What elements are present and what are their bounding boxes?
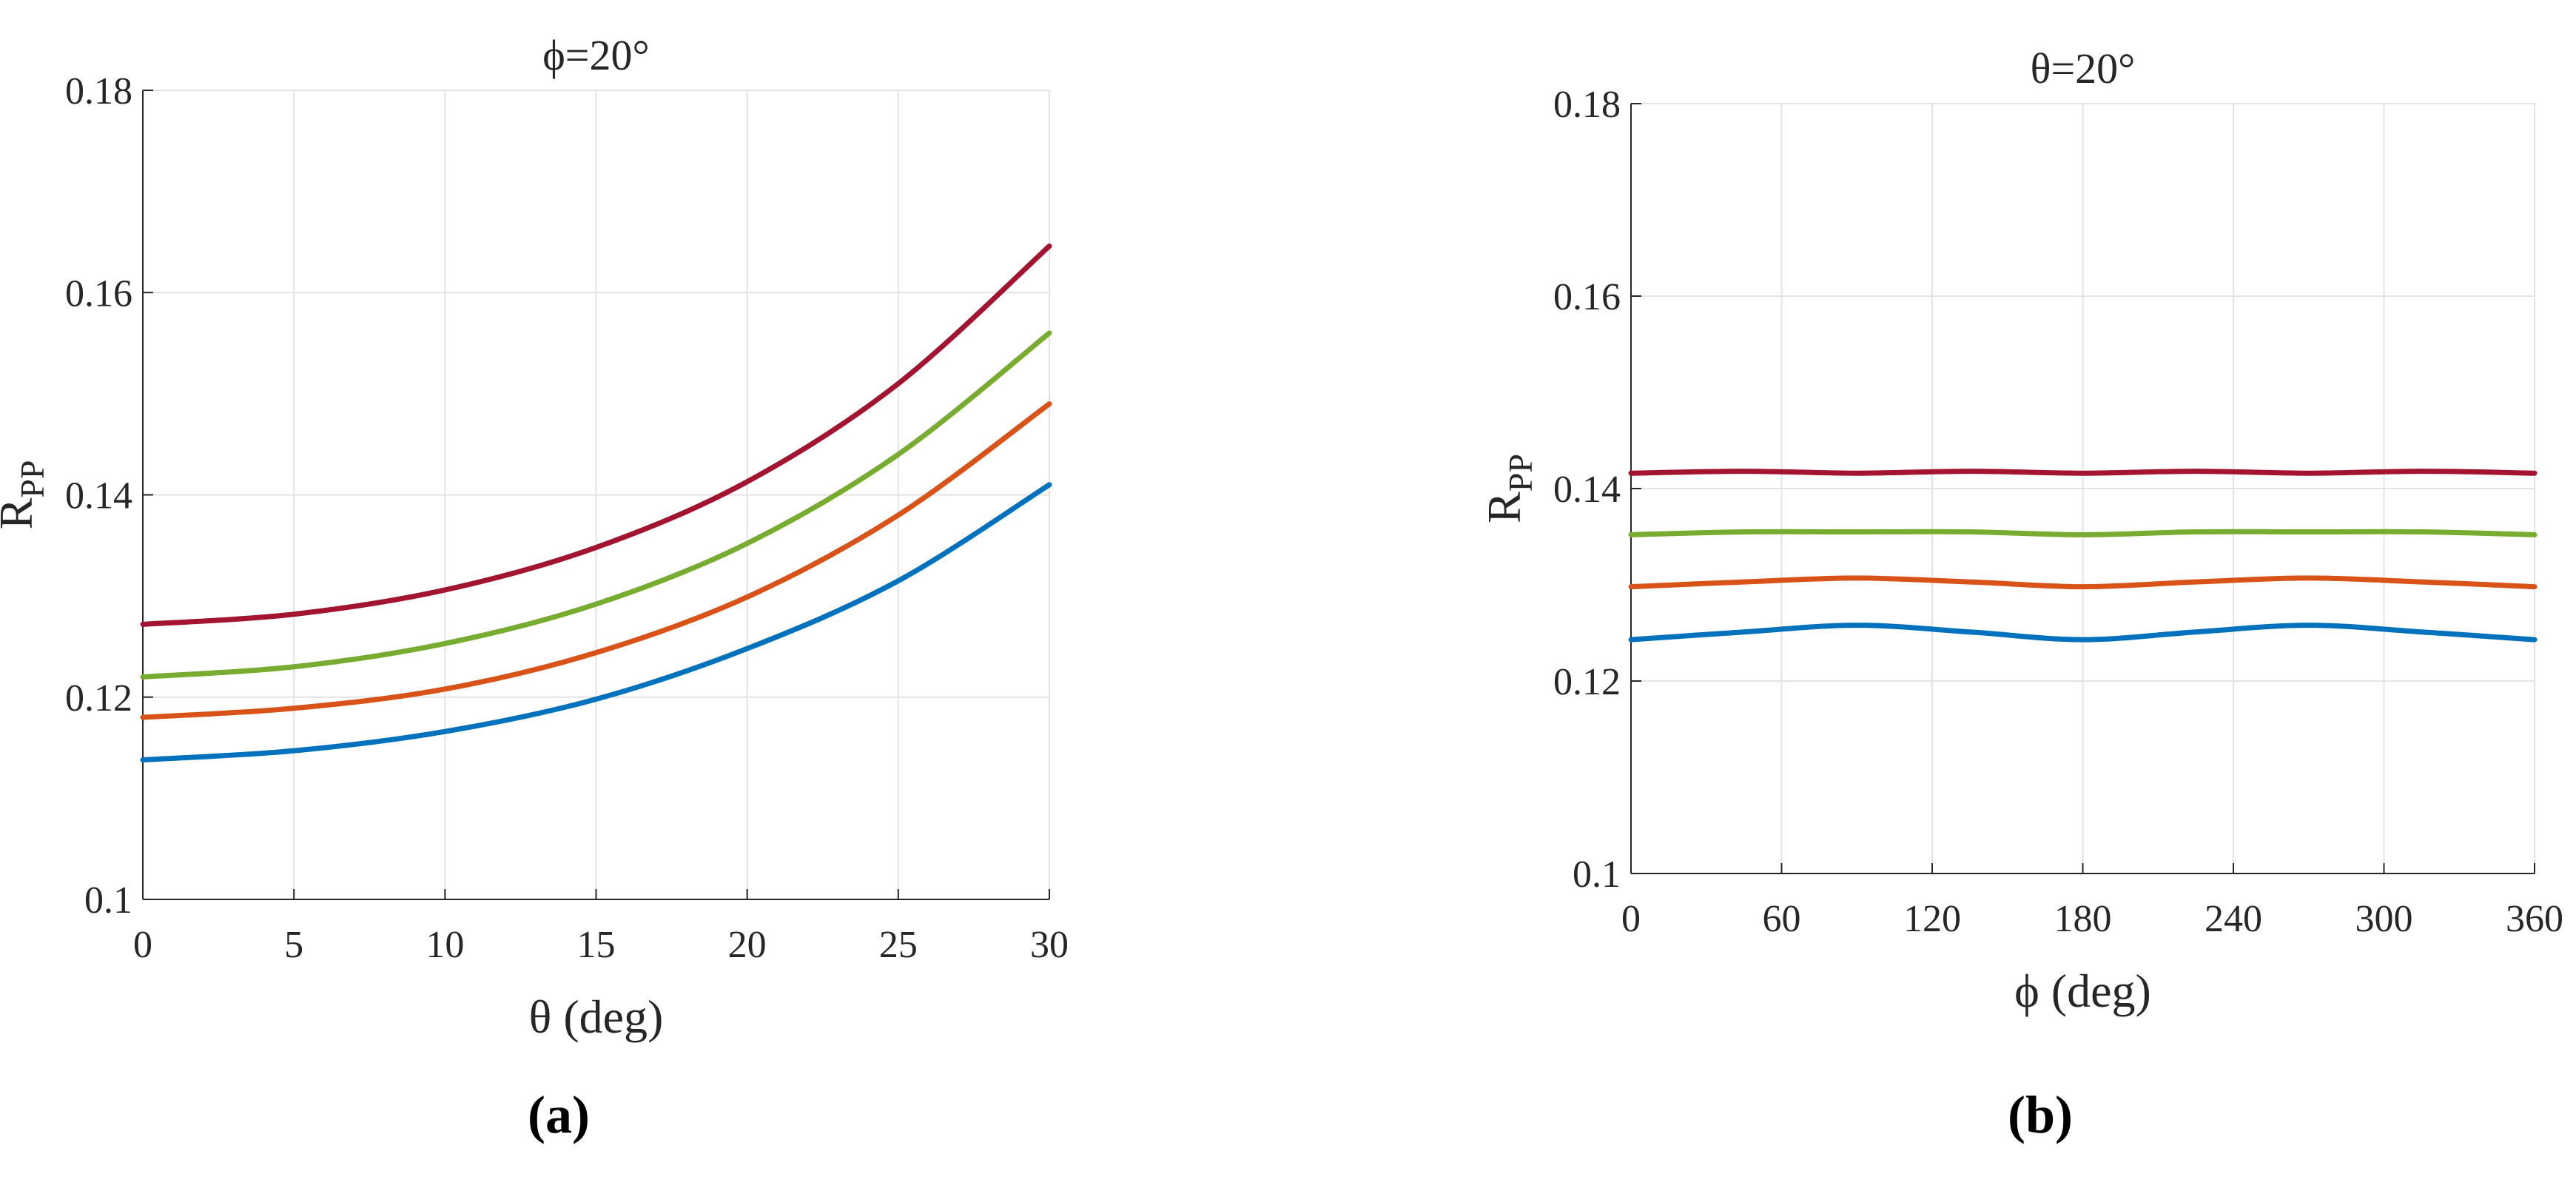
y-axis-label: RPP [1478, 454, 1539, 523]
y-tick-label: 0.1 [1573, 854, 1621, 896]
x-tick-label: 360 [2506, 898, 2563, 940]
series-line-3 [140, 330, 1052, 680]
y-tick-label: 0.12 [65, 677, 132, 720]
x-axis-label: θ (deg) [529, 990, 664, 1043]
series-line-4 [140, 243, 1052, 627]
series-line-2 [1628, 575, 2538, 590]
x-tick-label: 60 [1763, 898, 1801, 940]
y-tick-label: 0.14 [65, 475, 132, 517]
x-tick-label: 0 [1621, 898, 1641, 940]
x-tick-label: 300 [2355, 898, 2413, 940]
x-tick-label: 0 [133, 924, 152, 966]
x-axis-label: ϕ (deg) [2014, 965, 2151, 1017]
x-tick-label: 10 [426, 924, 464, 966]
y-tick-label: 0.14 [1553, 469, 1621, 511]
x-tick-label: 15 [577, 924, 616, 966]
panel-label: (b) [2008, 1085, 2073, 1144]
series-line-1 [1628, 623, 2538, 643]
x-tick-label: 20 [728, 924, 767, 966]
y-tick-label: 0.18 [1553, 84, 1621, 126]
chart-title: θ=20° [2031, 44, 2136, 93]
series-line-1 [140, 482, 1052, 762]
series-line-4 [1628, 469, 2538, 476]
y-axis-label: RPP [0, 460, 51, 530]
y-tick-label: 0.18 [65, 70, 132, 113]
x-tick-label: 5 [284, 924, 303, 966]
x-tick-label: 120 [1903, 898, 1961, 940]
x-tick-label: 30 [1030, 924, 1069, 966]
y-tick-label: 0.1 [84, 879, 132, 922]
x-tick-label: 180 [2054, 898, 2112, 940]
chart-title: ϕ=20° [542, 31, 649, 79]
y-tick-label: 0.12 [1553, 661, 1621, 703]
chart-panel-a: 0 5 10 15 20 25 30 0.1 0.12 0.14 0.16 0.18 ϕ=20° θ (d… [0, 31, 1069, 1144]
y-tick-label: 0.16 [1553, 276, 1621, 318]
series-line-2 [140, 401, 1052, 720]
x-tick-label: 240 [2205, 898, 2262, 940]
x-tick-label: 25 [879, 924, 918, 966]
panel-label: (a) [528, 1085, 590, 1144]
chart-panel-b: 0 60 120 180 240 300 360 0.1 0.12 0.14 0.16 0.18 θ=2… [1478, 44, 2563, 1144]
series-line-3 [1628, 529, 2538, 537]
y-tick-label: 0.16 [65, 272, 132, 315]
